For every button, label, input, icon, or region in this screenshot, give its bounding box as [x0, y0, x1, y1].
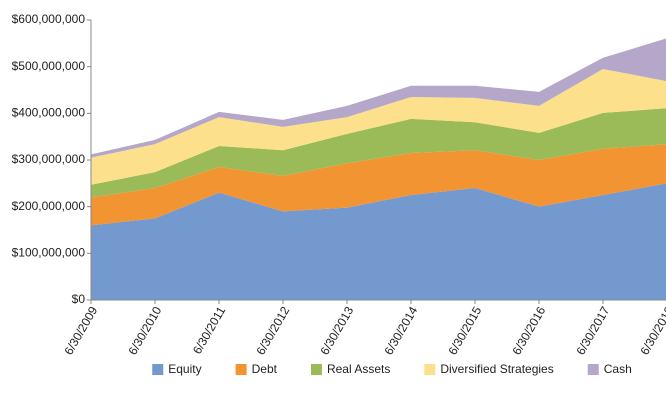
legend-swatch: [152, 364, 164, 375]
area: [91, 108, 666, 198]
area: [91, 38, 666, 158]
legend-label: Real Assets: [327, 362, 390, 376]
legend: Equity Debt Real Assets Diversified Strateg…: [152, 362, 632, 376]
y-tick-label: $0: [72, 292, 86, 306]
y-tick-label: $200,000,000: [12, 199, 86, 213]
area: [91, 183, 666, 300]
x-tick-label: 6/30/2015: [446, 304, 485, 358]
x-tick-label: 6/30/2013: [318, 304, 357, 358]
x-tick-label: 6/30/2012: [254, 304, 293, 358]
y-tick-label: $100,000,000: [12, 246, 86, 260]
legend-swatch: [587, 364, 599, 375]
y-tick-label: $400,000,000: [12, 106, 86, 120]
legend-label: Equity: [168, 362, 201, 376]
y-tick-label: $500,000,000: [12, 59, 86, 73]
legend-swatch: [310, 364, 322, 375]
area: [91, 144, 666, 226]
x-tick-label: 6/30/2010: [126, 304, 165, 358]
y-tick-label: $600,000,000: [12, 12, 86, 26]
legend-swatch: [424, 364, 436, 375]
y-tick-label: $300,000,000: [12, 152, 86, 166]
x-tick-label: 6/30/2009: [62, 304, 101, 358]
x-tick-label: 6/30/2017: [574, 304, 613, 358]
x-tick-label: 6/30/2014: [382, 304, 421, 358]
x-tick-label: 6/30/2016: [510, 304, 549, 358]
legend-label: Debt: [252, 362, 278, 376]
legend-label: Cash: [604, 362, 632, 376]
area: [91, 69, 666, 185]
x-tick-label: 6/30/2011: [190, 304, 229, 357]
legend-label: Diversified Strategies: [440, 362, 553, 376]
legend-swatch: [235, 364, 247, 375]
x-tick-label: 6/30/2018: [638, 304, 666, 358]
